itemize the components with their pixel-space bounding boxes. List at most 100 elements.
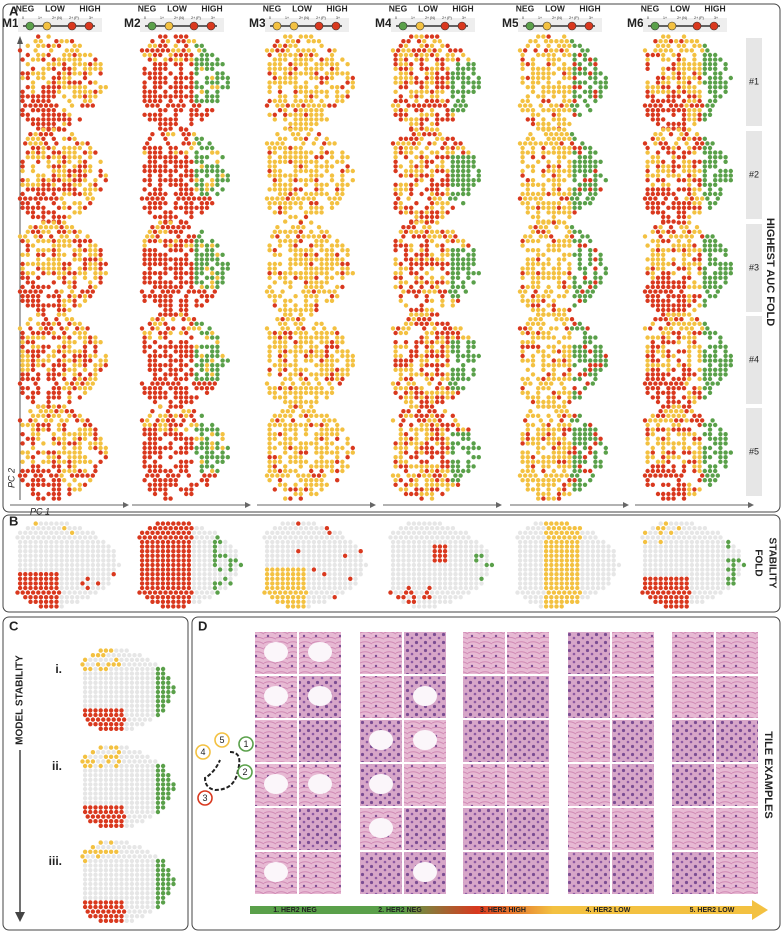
embedding-point xyxy=(142,112,147,118)
embedding-point xyxy=(414,257,419,262)
embedding-point xyxy=(409,491,414,497)
embedding-point xyxy=(309,468,314,474)
embedding-point xyxy=(450,395,455,400)
embedding-point xyxy=(461,201,466,206)
embedding-point xyxy=(440,344,445,349)
embedding-point xyxy=(301,572,306,577)
embedding-point xyxy=(293,168,298,174)
embedding-plot xyxy=(390,127,481,224)
embedding-point xyxy=(163,159,168,164)
embedding-point xyxy=(155,234,160,239)
embedding-point xyxy=(56,491,62,497)
embedding-point xyxy=(163,395,168,400)
embedding-point xyxy=(88,164,93,169)
embedding-point xyxy=(298,52,303,58)
embedding-point xyxy=(142,432,147,437)
embedding-point xyxy=(160,553,166,558)
embedding-point xyxy=(398,298,403,303)
embedding-point xyxy=(414,436,419,441)
embedding-point xyxy=(461,335,466,340)
embedding-point xyxy=(445,75,450,81)
embedding-point xyxy=(319,450,324,455)
embedding-point xyxy=(293,386,298,391)
embedding-point xyxy=(59,225,64,230)
embedding-point xyxy=(168,266,173,271)
embedding-point xyxy=(28,409,33,414)
embedding-point xyxy=(111,549,116,554)
embedding-point xyxy=(290,595,296,600)
embedding-point xyxy=(28,225,33,230)
embedding-point xyxy=(450,335,455,340)
embedding-point xyxy=(309,390,314,395)
embedding-point xyxy=(277,238,283,244)
embedding-point xyxy=(171,553,176,558)
embedding-point xyxy=(306,549,311,554)
embedding-point xyxy=(75,473,80,478)
embedding-point xyxy=(41,238,46,244)
embedding-point xyxy=(298,344,303,349)
embedding-point xyxy=(147,117,152,122)
embedding-point xyxy=(450,340,455,345)
embedding-point xyxy=(72,358,77,363)
embedding-point xyxy=(280,326,285,331)
embedding-point xyxy=(56,229,62,234)
embedding-point xyxy=(466,344,471,349)
embedding-point xyxy=(25,252,30,257)
embedding-point xyxy=(186,234,191,239)
embedding-point xyxy=(75,585,80,591)
embedding-point xyxy=(390,326,396,331)
embedding-point xyxy=(329,75,335,81)
embedding-point xyxy=(435,229,440,234)
embedding-point xyxy=(342,585,348,591)
embedding-point xyxy=(419,43,424,48)
embedding-point xyxy=(324,57,329,62)
embedding-point xyxy=(288,155,293,160)
embedding-point xyxy=(409,52,414,58)
embedding-point xyxy=(324,363,329,368)
embedding-point xyxy=(61,178,67,183)
embedding-point xyxy=(189,210,194,215)
embedding-point xyxy=(210,590,215,595)
embedding-point xyxy=(398,330,403,336)
embedding-point xyxy=(186,409,191,414)
embedding-point xyxy=(311,539,317,545)
embedding-point xyxy=(309,205,314,210)
embedding-point xyxy=(207,381,212,386)
embedding-point xyxy=(267,468,272,474)
embedding-point xyxy=(419,367,424,372)
embedding-point xyxy=(33,48,38,53)
embedding-point xyxy=(41,210,46,215)
embedding-point xyxy=(303,294,309,299)
embedding-point xyxy=(178,71,184,76)
embedding-point xyxy=(298,372,303,377)
embedding-point xyxy=(142,427,147,432)
embedding-point xyxy=(303,52,309,58)
embedding-point xyxy=(93,427,98,432)
embedding-point xyxy=(306,585,311,591)
embedding-point xyxy=(223,539,228,545)
embedding-point xyxy=(106,572,111,577)
embedding-point xyxy=(77,229,83,234)
embedding-point xyxy=(409,413,414,418)
embedding-point xyxy=(319,468,324,474)
embedding-point xyxy=(422,326,427,331)
embedding-point xyxy=(207,595,212,600)
embedding-point xyxy=(95,576,101,581)
embedding-point xyxy=(424,229,429,234)
embedding-point xyxy=(409,61,414,67)
embedding-point xyxy=(165,599,171,604)
embedding-point xyxy=(152,43,158,48)
embedding-point xyxy=(450,168,455,174)
embedding-point xyxy=(168,214,173,220)
embedding-point xyxy=(82,248,88,253)
embedding-point xyxy=(466,89,471,95)
embedding-point xyxy=(184,487,189,492)
embedding-point xyxy=(43,196,49,201)
embedding-point xyxy=(30,487,36,492)
embedding-point xyxy=(329,298,335,303)
embedding-point xyxy=(77,182,83,187)
embedding-point xyxy=(267,271,272,276)
embedding-point xyxy=(43,317,49,322)
embedding-point xyxy=(324,390,329,395)
embedding-point xyxy=(46,372,51,377)
